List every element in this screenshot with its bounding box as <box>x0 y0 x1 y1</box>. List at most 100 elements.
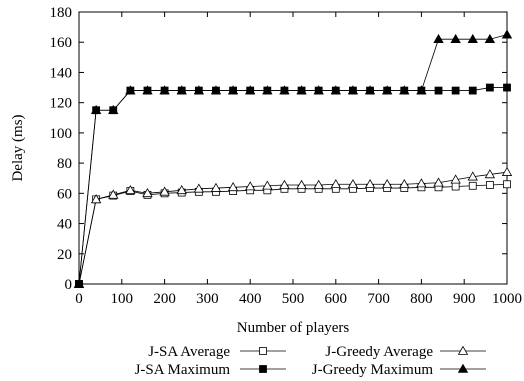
series-j-sa-maximum <box>75 83 511 288</box>
y-axis-label: Delay (ms) <box>10 114 26 181</box>
series-j-sa-average <box>75 180 511 288</box>
data-point-j-greedy-maximum <box>125 85 136 95</box>
legend-item-j-greedy-maximum: J-Greedy Maximum <box>312 362 486 378</box>
data-point-j-greedy-maximum <box>245 85 256 95</box>
x-tick-label: 1000 <box>492 291 522 307</box>
y-tick-label: 40 <box>57 217 72 233</box>
x-tick-label: 900 <box>453 291 476 307</box>
legend-label: J-Greedy Maximum <box>312 362 434 378</box>
x-tick-label: 500 <box>282 291 305 307</box>
data-point-j-greedy-average <box>227 181 239 192</box>
data-point-j-greedy-maximum <box>450 33 461 43</box>
plot-frame <box>78 11 508 285</box>
data-point-j-greedy-average <box>125 185 136 195</box>
data-point-j-sa-average <box>468 181 477 190</box>
y-tick-label: 0 <box>65 277 73 293</box>
y-tick-label: 20 <box>57 247 72 263</box>
data-point-j-greedy-maximum <box>399 85 410 95</box>
series-j-greedy-average <box>73 166 513 288</box>
legend-label: J-SA Maximum <box>135 362 231 378</box>
data-point-j-greedy-average <box>245 181 256 191</box>
y-tick-label: 100 <box>50 126 73 142</box>
data-point-j-greedy-maximum <box>501 29 513 39</box>
data-point-j-greedy-maximum <box>73 278 85 288</box>
data-point-j-sa-average <box>451 182 460 191</box>
data-point-j-greedy-average <box>193 183 205 193</box>
data-point-j-greedy-average <box>313 179 324 189</box>
legend-swatch-marker <box>259 347 267 355</box>
y-tick-label: 160 <box>50 35 73 51</box>
data-point-j-greedy-maximum <box>381 85 393 95</box>
data-point-j-greedy-average <box>347 178 359 189</box>
x-tick-label: 300 <box>196 291 219 307</box>
data-point-j-sa-maximum <box>468 86 477 95</box>
data-point-j-greedy-maximum <box>210 85 222 95</box>
data-point-j-greedy-maximum <box>227 85 239 95</box>
data-point-j-greedy-maximum <box>347 85 359 95</box>
legend-swatch-marker <box>259 365 267 373</box>
data-point-j-greedy-average <box>484 169 496 179</box>
data-point-j-greedy-maximum <box>142 85 153 95</box>
data-point-j-sa-maximum <box>485 83 494 92</box>
data-point-j-greedy-average <box>501 166 513 176</box>
data-point-j-greedy-average <box>450 174 461 184</box>
data-point-j-sa-average <box>485 181 494 189</box>
data-point-j-greedy-maximum <box>193 85 205 95</box>
y-tick-label: 120 <box>50 96 73 112</box>
legend-label: J-SA Average <box>148 344 230 360</box>
data-point-j-greedy-maximum <box>467 33 478 43</box>
legend-item-j-greedy-average: J-Greedy Average <box>325 344 486 360</box>
x-tick-label: 600 <box>325 291 348 307</box>
x-tick-label: 0 <box>75 291 83 307</box>
legend-item-j-sa-average: J-SA Average <box>148 344 286 360</box>
data-point-j-greedy-average <box>176 185 187 195</box>
data-point-j-greedy-maximum <box>433 33 444 43</box>
x-tick-label: 400 <box>239 291 262 307</box>
x-tick-label: 100 <box>111 291 134 307</box>
data-point-j-greedy-average <box>399 178 410 189</box>
data-point-j-greedy-average <box>159 186 170 196</box>
data-point-j-greedy-average <box>142 188 153 198</box>
data-point-j-greedy-average <box>330 178 341 189</box>
data-point-j-sa-maximum <box>451 86 460 95</box>
data-point-j-sa-maximum <box>434 86 443 95</box>
data-point-j-greedy-average <box>433 177 444 187</box>
legend-swatch-marker <box>457 363 469 373</box>
x-tick-label: 800 <box>410 291 433 307</box>
data-point-j-greedy-maximum <box>176 85 187 95</box>
data-point-j-greedy-average <box>467 171 478 181</box>
series-layer <box>73 29 513 288</box>
data-point-j-greedy-average <box>108 189 119 199</box>
x-tick-label: 200 <box>153 291 176 307</box>
legend-label: J-Greedy Average <box>325 344 433 360</box>
data-point-j-greedy-average <box>210 182 222 192</box>
data-point-j-greedy-average <box>279 179 290 189</box>
data-point-j-greedy-maximum <box>90 104 102 114</box>
data-point-j-sa-maximum <box>503 83 511 92</box>
data-point-j-greedy-average <box>381 178 393 189</box>
data-point-j-greedy-maximum <box>159 85 170 95</box>
data-point-j-greedy-maximum <box>416 85 427 95</box>
data-point-j-greedy-maximum <box>364 85 376 95</box>
legend: J-SA Average J-SA Maximum J-Greedy Average… <box>135 344 486 378</box>
data-point-j-greedy-average <box>416 178 427 188</box>
data-point-j-greedy-maximum <box>330 85 341 95</box>
series-line-j-greedy-maximum <box>78 34 508 285</box>
series-line-j-sa-average <box>78 183 508 285</box>
data-point-j-greedy-average <box>262 180 273 190</box>
data-point-j-greedy-average <box>90 194 102 204</box>
data-point-j-greedy-maximum <box>313 85 324 95</box>
data-point-j-greedy-maximum <box>262 85 273 95</box>
y-tick-label: 180 <box>50 5 73 21</box>
legend-item-j-sa-maximum: J-SA Maximum <box>135 362 286 378</box>
data-point-j-greedy-maximum <box>108 104 119 114</box>
data-point-j-sa-average <box>503 180 511 189</box>
data-point-j-greedy-average <box>296 179 307 189</box>
y-tick-label: 140 <box>50 65 73 81</box>
x-axis-label: Number of players <box>237 320 350 336</box>
y-axis-ticks: 0 20 40 60 80 100 120 140 160 180 <box>50 5 507 293</box>
legend-swatch-marker <box>457 345 469 355</box>
data-point-j-greedy-maximum <box>296 85 307 95</box>
series-j-greedy-maximum <box>73 29 513 288</box>
